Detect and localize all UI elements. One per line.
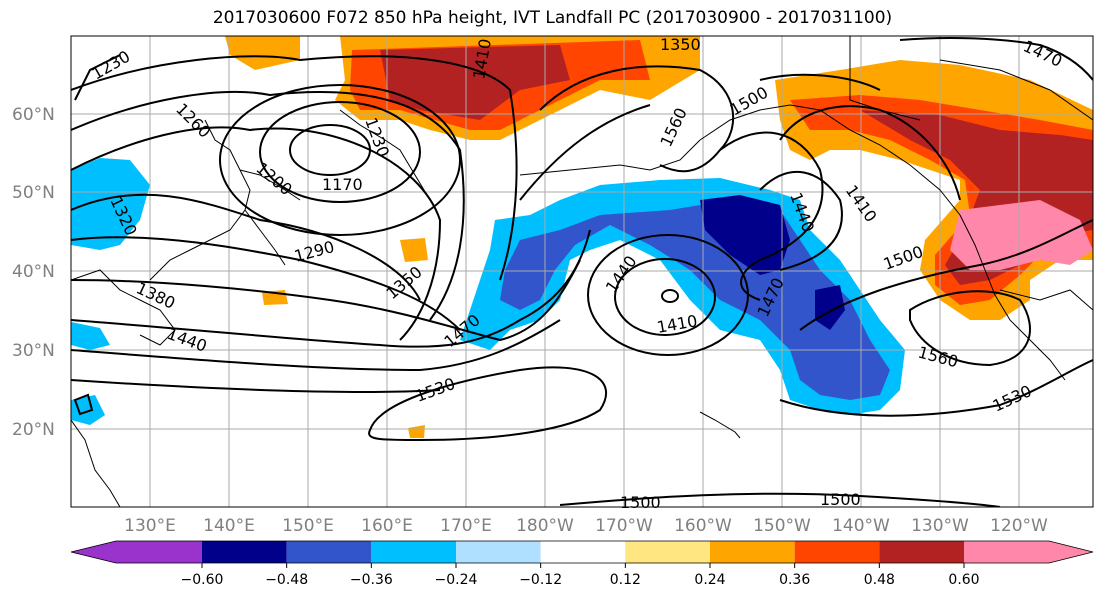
colorbar-tick-label: −0.12 — [519, 572, 562, 588]
colorbar-tick-label: 0.24 — [694, 572, 725, 588]
colorbar-segment-lower-extend — [71, 541, 202, 563]
lat-label: 60°N — [12, 105, 55, 125]
colorbar-segment — [202, 541, 287, 563]
colorbar-tick-label: −0.60 — [181, 572, 224, 588]
colorbar-segment — [625, 541, 710, 563]
coastlines — [71, 36, 1093, 507]
longitude-labels: 130°E 140°E 150°E 160°E 170°E 180°W 170°… — [124, 516, 1048, 536]
lon-label: 170°W — [595, 516, 653, 536]
map-border — [70, 35, 1094, 508]
lon-label: 160°W — [674, 516, 732, 536]
contour-label: 1500 — [620, 493, 661, 512]
contour-label: 1170 — [322, 175, 363, 194]
lon-label: 180°W — [516, 516, 574, 536]
lat-label: 30°N — [12, 341, 55, 361]
lon-label: 120°W — [990, 516, 1048, 536]
lat-label: 40°N — [12, 262, 55, 282]
graticule — [71, 36, 1093, 507]
lon-label: 150°E — [282, 516, 334, 536]
colorbar-tick-label: −0.24 — [435, 572, 478, 588]
contour-label: 1500 — [820, 490, 861, 509]
lat-label: 20°N — [12, 420, 55, 440]
colorbar-tick-label: 0.48 — [864, 572, 895, 588]
contour-label: 1350 — [660, 35, 701, 54]
colorbar-segment — [540, 541, 626, 563]
lon-label: 160°E — [361, 516, 413, 536]
lon-label: 150°W — [753, 516, 811, 536]
colorbar-segment — [456, 541, 541, 563]
latitude-labels: 60°N 50°N 40°N 30°N 20°N — [12, 105, 55, 440]
colorbar-outline — [70, 540, 1094, 564]
colorbar-tick-label: −0.48 — [265, 572, 308, 588]
colorbar-tick-label: −0.36 — [350, 572, 393, 588]
lon-label: 170°E — [440, 516, 492, 536]
lon-label: 140°E — [203, 516, 255, 536]
colorbar-tick-label: 0.60 — [948, 572, 979, 588]
colorbar-segment — [794, 541, 880, 563]
colorbar-segment — [710, 541, 795, 563]
figure-title: 2017030600 F072 850 hPa height, IVT Land… — [212, 8, 893, 28]
lon-label: 130°W — [911, 516, 969, 536]
lon-label: 140°W — [832, 516, 890, 536]
lon-label: 130°E — [124, 516, 176, 536]
colorbar-segment — [286, 541, 372, 563]
colorbar-tick-label: 0.12 — [610, 572, 641, 588]
colorbar-tick-label: 0.36 — [779, 572, 810, 588]
height-contours — [71, 36, 1093, 507]
lat-label: 50°N — [12, 183, 55, 203]
colorbar: −0.60 −0.48 −0.36 −0.24 −0.12 0.12 0.24 … — [70, 540, 1094, 588]
colorbar-segment — [371, 541, 456, 563]
colorbar-segment — [879, 541, 964, 563]
colorbar-segment-upper-extend — [964, 541, 1093, 563]
